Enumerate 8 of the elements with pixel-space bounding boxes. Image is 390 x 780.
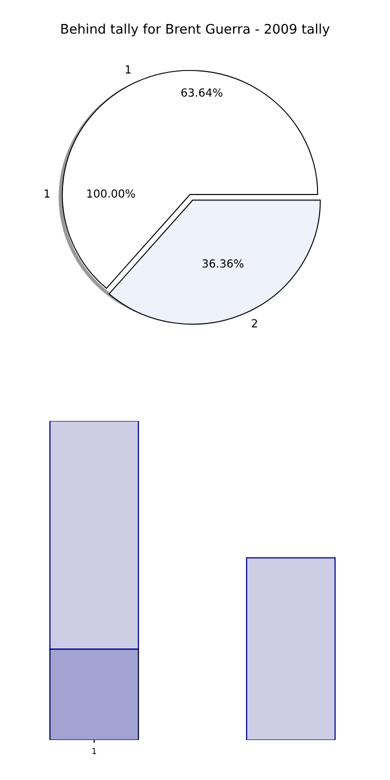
legend-label: 1	[92, 748, 96, 754]
slice-label: 1	[44, 189, 50, 198]
text: 100.00%	[87, 189, 135, 198]
slice-label: 2	[252, 319, 257, 328]
slice-label: 1	[126, 65, 131, 74]
chart-title: Behind tally for Brent Guerra - 2009 tally	[61, 24, 330, 36]
data-label: 36.36%	[202, 259, 244, 268]
data-label: 63.64%	[181, 88, 222, 97]
